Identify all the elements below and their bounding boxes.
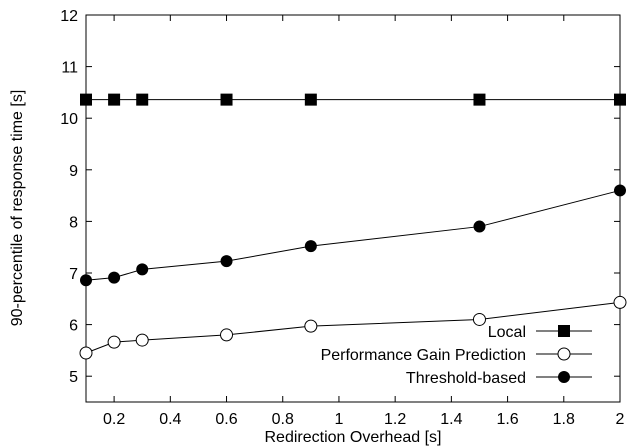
y-axis-label: 90-percentile of response time [s] [9, 90, 26, 327]
data-point-threshold-based [473, 220, 486, 233]
data-point-performance-gain-prediction [472, 312, 486, 326]
series-local [80, 93, 626, 106]
y-tick-label: 11 [61, 60, 78, 77]
series-group [79, 93, 627, 360]
x-tick-label: 1.4 [440, 411, 462, 428]
legend-marker-local [558, 325, 570, 337]
series-line-threshold-based [85, 189, 621, 281]
data-point-local [304, 93, 317, 106]
data-point-local [614, 93, 626, 106]
data-point-local [220, 93, 233, 106]
legend-label-threshold-based: Threshold-based [406, 370, 526, 387]
data-point-threshold-based [614, 184, 626, 197]
data-point-threshold-based [108, 271, 121, 284]
data-point-local [80, 93, 92, 106]
x-tick-label: 1.6 [496, 411, 518, 428]
x-tick-label: 0.6 [215, 411, 237, 428]
data-point-threshold-based [220, 255, 233, 268]
x-tick-label: 0.4 [159, 411, 181, 428]
data-point-threshold-based [304, 240, 317, 253]
y-tick-label: 12 [60, 8, 78, 25]
data-point-performance-gain-prediction [79, 346, 93, 360]
y-tick-label: 6 [69, 318, 78, 335]
legend-marker-performance-gain-prediction [557, 347, 571, 361]
y-tick-label: 10 [60, 111, 78, 128]
x-tick-label: 1.8 [553, 411, 575, 428]
data-point-performance-gain-prediction [107, 335, 121, 349]
data-point-local [136, 93, 149, 106]
y-tick-label: 8 [69, 214, 78, 231]
legend: Local Performance Gain Prediction Threshol… [321, 324, 592, 387]
plot-area [85, 14, 621, 403]
data-point-threshold-based [136, 263, 149, 276]
x-tick-label: 0.8 [272, 411, 294, 428]
x-tick-label: 1 [334, 411, 343, 428]
y-tick-label: 9 [69, 163, 78, 180]
data-point-performance-gain-prediction [304, 319, 318, 333]
data-point-local [473, 93, 486, 106]
legend-label-performance-gain-prediction: Performance Gain Prediction [321, 347, 526, 364]
legend-marker-threshold-based [558, 371, 570, 383]
series-threshold-based [80, 184, 626, 287]
x-tick-label: 0.2 [103, 411, 125, 428]
data-point-performance-gain-prediction [135, 333, 149, 347]
x-axis-label: Redirection Overhead [s] [265, 429, 442, 446]
x-tick-label: 2 [616, 411, 625, 428]
series-line-performance-gain-prediction [85, 301, 621, 354]
data-point-threshold-based [80, 274, 92, 287]
data-point-local [108, 93, 121, 106]
legend-label-local: Local [488, 324, 526, 341]
y-tick-label: 5 [69, 369, 78, 386]
y-tick-label: 7 [69, 266, 78, 283]
data-point-performance-gain-prediction [613, 295, 627, 309]
ticks: 0.2 0.4 0.6 0.8 1 1.2 1.4 1.6 1.8 2 5 6 7 8 9 10 11 12 [60, 8, 624, 428]
series-performance-gain-prediction [79, 295, 627, 360]
x-tick-label: 1.2 [384, 411, 406, 428]
data-point-performance-gain-prediction [220, 328, 234, 342]
